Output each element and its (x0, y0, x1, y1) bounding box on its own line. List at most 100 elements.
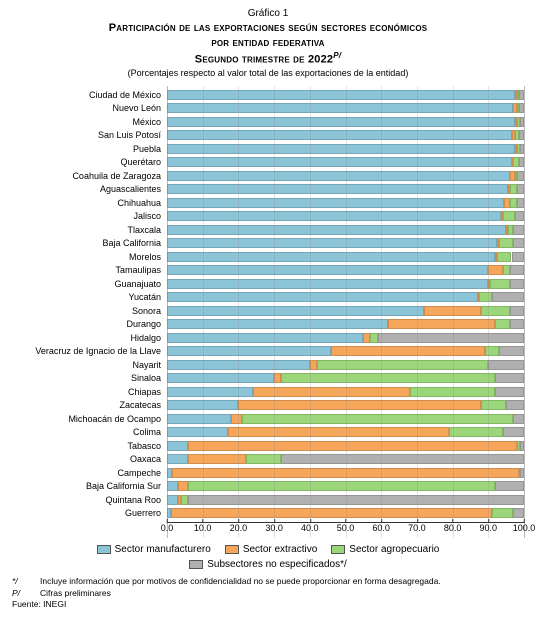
x-tick: 70.0 (408, 523, 426, 533)
bar-track (167, 468, 524, 478)
category-label: San Luis Potosí (12, 130, 167, 140)
bar-track (167, 130, 524, 140)
x-tick: 50.0 (337, 523, 355, 533)
bar-row: México (12, 115, 524, 129)
category-label: Puebla (12, 144, 167, 154)
bar-row: Durango (12, 318, 524, 332)
bar-segment-unsp (378, 333, 524, 343)
bar-track (167, 373, 524, 383)
bar-segment-agro (510, 184, 517, 194)
bar-segment-agro (503, 211, 515, 221)
bar-row: Guanajuato (12, 277, 524, 291)
bar-segment-agro (510, 198, 517, 208)
category-label: Veracruz de Ignacio de la Llave (12, 346, 167, 356)
bar-segment-extr (253, 387, 410, 397)
bar-track (167, 184, 524, 194)
category-label: Morelos (12, 252, 167, 262)
bar-track (167, 387, 524, 397)
bar-row: San Luis Potosí (12, 129, 524, 143)
legend-swatch (189, 560, 203, 569)
bar-track (167, 346, 524, 356)
bar-row: Veracruz de Ignacio de la Llave (12, 345, 524, 359)
bar-segment-manuf (167, 319, 388, 329)
legend-label: Sector agropecuario (349, 544, 439, 555)
bar-segment-unsp (513, 414, 524, 424)
x-tick: 80.0 (444, 523, 462, 533)
bar-track (167, 238, 524, 248)
bar-track (167, 117, 524, 127)
bars-container: Ciudad de México Nuevo León MéxicoSan Luis… (12, 88, 524, 520)
category-label: Guerrero (12, 508, 167, 518)
bar-track (167, 198, 524, 208)
category-label: Nuevo León (12, 103, 167, 113)
footnote1-mark: */ (12, 576, 40, 587)
bar-segment-agro (495, 319, 509, 329)
bar-segment-extr (331, 346, 485, 356)
bar-segment-extr (171, 508, 492, 518)
category-label: Zacatecas (12, 400, 167, 410)
bar-track (167, 90, 524, 100)
bar-row: Jalisco (12, 210, 524, 224)
category-label: Chihuahua (12, 198, 167, 208)
bar-track (167, 252, 524, 262)
bar-track (167, 171, 524, 181)
bar-row: Oaxaca (12, 453, 524, 467)
category-label: Tamaulipas (12, 265, 167, 275)
bar-segment-extr (388, 319, 495, 329)
bar-segment-unsp (510, 265, 524, 275)
bar-segment-extr (231, 414, 242, 424)
bar-track (167, 103, 524, 113)
bar-track (167, 265, 524, 275)
bar-segment-extr (424, 306, 481, 316)
legend-swatch (225, 545, 239, 554)
legend-item-agro: Sector agropecuario (331, 544, 439, 555)
bar-segment-unsp (513, 225, 524, 235)
bar-segment-manuf (167, 211, 501, 221)
bar-segment-unsp (495, 373, 524, 383)
bar-track (167, 441, 524, 451)
bar-segment-unsp (513, 508, 524, 518)
category-label: Ciudad de México (12, 90, 167, 100)
bar-segment-unsp (188, 495, 524, 505)
title-line2: por entidad federativa (211, 37, 324, 49)
bar-segment-manuf (167, 144, 515, 154)
legend-swatch (97, 545, 111, 554)
bar-segment-agro (281, 373, 495, 383)
legend-label: Sector extractivo (243, 544, 317, 555)
legend-item-manuf: Sector manufacturero (97, 544, 211, 555)
bar-segment-agro (410, 387, 496, 397)
category-label: Baja California (12, 238, 167, 248)
bar-segment-unsp (515, 211, 524, 221)
bar-row: Colima (12, 426, 524, 440)
bar-row: Nuevo León (12, 102, 524, 116)
bar-segment-agro (481, 400, 506, 410)
bar-segment-extr (310, 360, 317, 370)
bar-segment-manuf (167, 333, 363, 343)
bar-track (167, 454, 524, 464)
category-label: Jalisco (12, 211, 167, 221)
bar-row: Baja California Sur (12, 480, 524, 494)
chart-legend: Sector manufacturero Sector extractivo Sec… (32, 544, 504, 570)
chart-footnotes: */ Incluye información que por motivos d… (12, 576, 524, 610)
title-superscript: P/ (333, 51, 341, 60)
bar-segment-manuf (167, 184, 508, 194)
bar-segment-agro (188, 481, 495, 491)
category-label: Aguascalientes (12, 184, 167, 194)
bar-row: Puebla (12, 142, 524, 156)
bar-row: Sonora (12, 304, 524, 318)
bar-segment-manuf (167, 171, 510, 181)
bar-segment-manuf (167, 414, 231, 424)
bar-segment-unsp (510, 306, 524, 316)
category-label: Colima (12, 427, 167, 437)
bar-segment-manuf (167, 360, 310, 370)
bar-segment-agro (449, 427, 503, 437)
legend-label: Sector manufacturero (115, 544, 211, 555)
bar-segment-agro (497, 252, 511, 262)
bar-segment-extr (178, 481, 189, 491)
bar-segment-manuf (167, 130, 512, 140)
footnote1-text: Incluye información que por motivos de c… (40, 576, 524, 587)
bar-segment-manuf (167, 292, 478, 302)
category-label: Yucatán (12, 292, 167, 302)
category-label: Baja California Sur (12, 481, 167, 491)
category-label: Querétaro (12, 157, 167, 167)
